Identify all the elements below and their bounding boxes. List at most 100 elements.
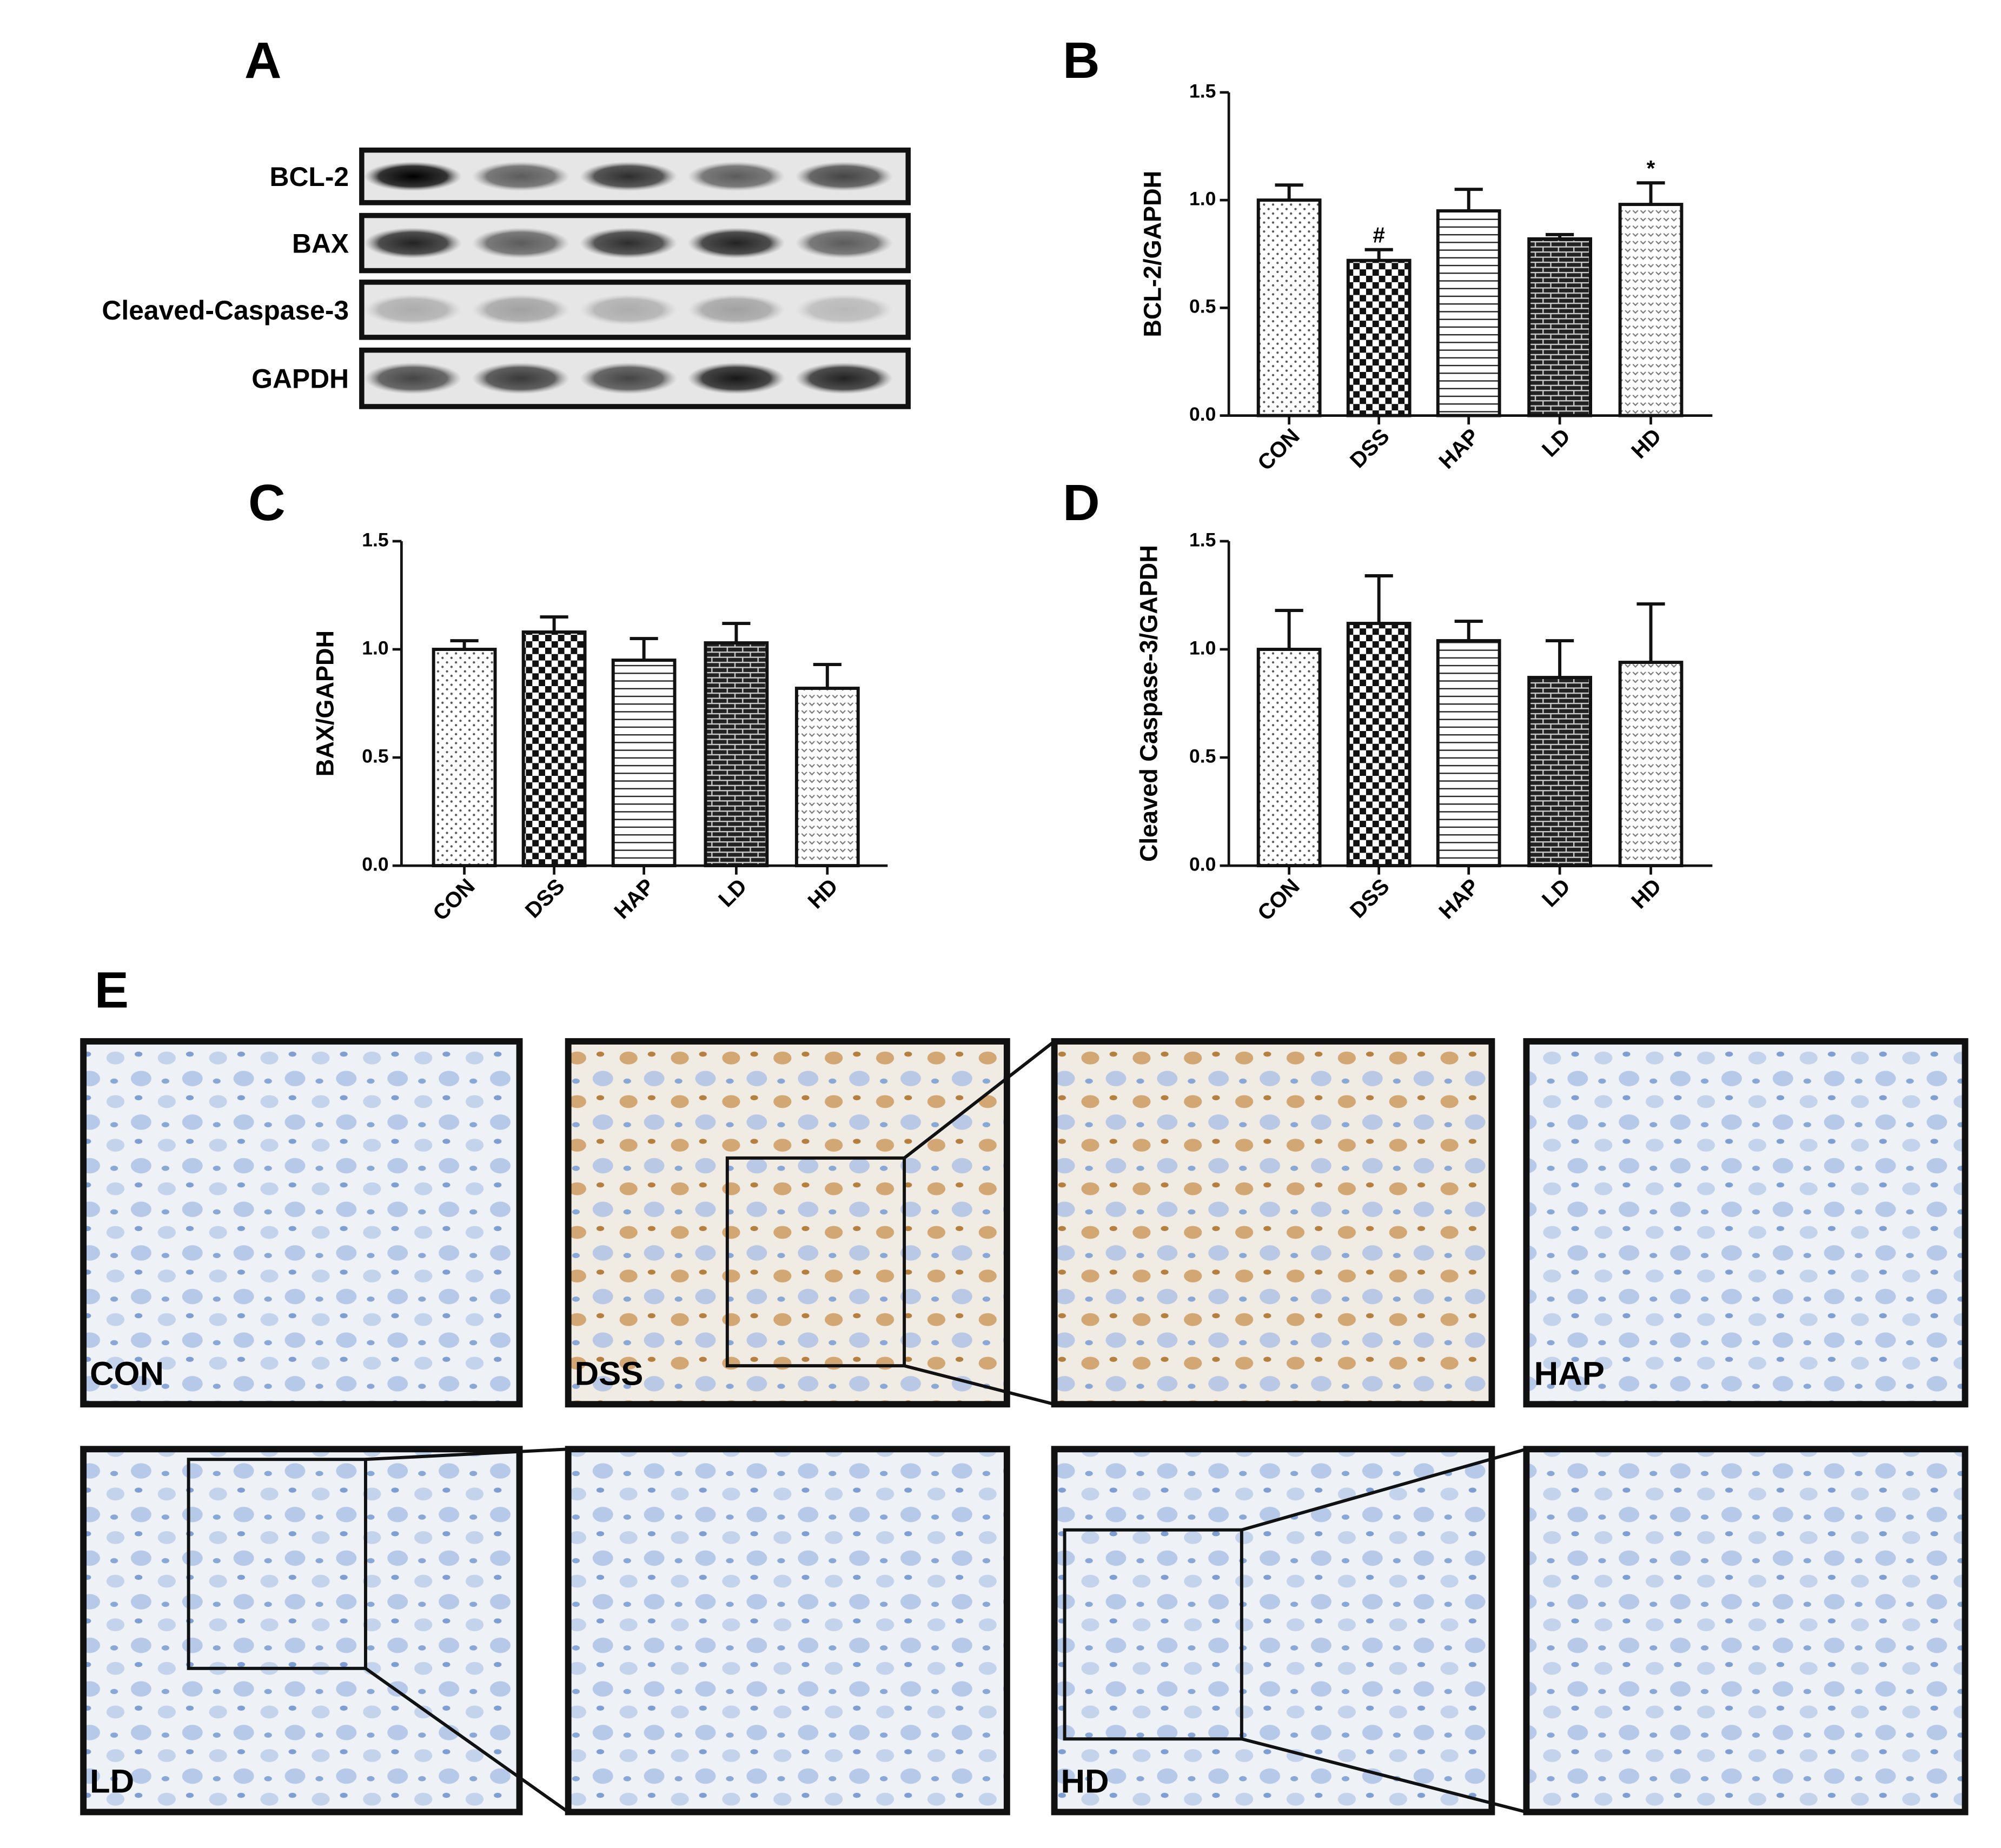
blot-band [687, 162, 785, 191]
x-tick-label: DSS [1345, 423, 1394, 473]
y-tick-label: 0.5 [1189, 745, 1216, 767]
blot-band [795, 228, 893, 259]
y-tick-label: 1.5 [1189, 80, 1216, 102]
blot-band [472, 362, 570, 395]
y-tick-label: 0.5 [1189, 296, 1216, 317]
y-axis-label: Cleaved Caspase-3/GAPDH [1135, 545, 1162, 862]
bar [521, 630, 587, 868]
y-axis-label: BAX/GAPDH [312, 630, 339, 776]
image-label: HD [1061, 1763, 1109, 1800]
bar [611, 659, 677, 868]
x-tick-label: HD [803, 874, 843, 914]
panel-letter: A [244, 32, 282, 89]
bar [1527, 676, 1592, 868]
y-tick-label: 0.0 [1189, 403, 1216, 425]
blot-band [795, 362, 893, 395]
x-tick-label: LD [713, 874, 752, 912]
y-tick-label: 0.0 [362, 853, 388, 875]
x-tick-label: HAP [1434, 874, 1484, 924]
image-label: DSS [575, 1355, 644, 1392]
western-blot: BCL-2 BAX Cleaved-Caspase-3 GAPDH [102, 147, 911, 409]
bar [1256, 648, 1322, 868]
y-tick-label: 0.5 [362, 745, 388, 767]
ihc-image [80, 1446, 523, 1816]
blot-band [687, 294, 785, 325]
x-tick-label: HAP [609, 874, 659, 924]
blot-band [687, 362, 785, 395]
x-tick-label: LD [1537, 874, 1575, 912]
bar [704, 641, 769, 868]
blot-band [687, 228, 785, 259]
bar [1256, 198, 1322, 417]
blot-band [364, 362, 462, 395]
blot-band [364, 162, 462, 191]
ihc-image [1051, 1446, 1495, 1816]
y-tick-label: 1.0 [1189, 637, 1216, 659]
x-tick-label: DSS [1345, 874, 1394, 923]
blot-band [364, 294, 462, 325]
zoom-line [904, 1364, 1055, 1406]
blot-band [364, 228, 462, 259]
blot-band [472, 228, 570, 259]
y-tick-label: 1.0 [362, 637, 388, 659]
blot-band [795, 294, 893, 325]
x-tick-label: CON [428, 874, 480, 926]
x-tick-label: LD [1537, 423, 1575, 462]
blot-label: Cleaved-Caspase-3 [102, 295, 349, 325]
blot-band [795, 162, 893, 191]
blot-band [580, 228, 678, 259]
image-label: LD [90, 1763, 134, 1800]
y-axis-label: BCL-2/GAPDH [1139, 171, 1167, 337]
bar [1436, 639, 1501, 868]
y-tick-label: 1.5 [1189, 529, 1216, 550]
panel-letter: D [1063, 474, 1100, 531]
bar [1527, 237, 1592, 417]
panel-letter: B [1063, 32, 1100, 89]
y-tick-label: 0.0 [1189, 853, 1216, 875]
ihc-images: CON DSS HAP LD HD [80, 1038, 1969, 1816]
significance-mark: # [1373, 223, 1384, 248]
x-tick-label: DSS [520, 874, 569, 923]
y-tick-label: 1.5 [362, 529, 388, 550]
x-tick-label: HD [1626, 423, 1666, 463]
blot-band [580, 294, 678, 325]
blot-label: GAPDH [251, 364, 349, 394]
bar [1346, 622, 1412, 868]
ihc-image [1523, 1446, 1969, 1816]
chart: B BCL-2/GAPDH 0.0 0.5 1.0 1.5 CON DSS HAP LD HD # * [1063, 32, 1713, 475]
image-label: CON [90, 1355, 164, 1392]
significance-mark: * [1647, 156, 1655, 181]
chart: C BAX/GAPDH 0.0 0.5 1.0 1.5 CON DSS HAP LD HD [248, 474, 888, 926]
zoom-line [1241, 1447, 1527, 1532]
zoom-line [365, 1667, 569, 1813]
bar [1618, 203, 1684, 417]
zoom-box [725, 1156, 906, 1368]
blot-label: BCL-2 [270, 162, 349, 192]
ihc-image [565, 1446, 1010, 1816]
x-tick-label: CON [1253, 874, 1304, 926]
blot-band [472, 162, 570, 191]
blot-label: BAX [292, 228, 349, 258]
ihc-image [1051, 1038, 1495, 1408]
bar [432, 648, 497, 868]
chart: D Cleaved Caspase-3/GAPDH 0.0 0.5 1.0 1.5 CON D… [1063, 474, 1713, 926]
x-tick-label: HAP [1434, 423, 1484, 474]
ihc-image [565, 1038, 1010, 1408]
bar [1618, 661, 1684, 868]
blot-band [580, 362, 678, 395]
y-tick-label: 1.0 [1189, 188, 1216, 210]
x-tick-label: CON [1253, 423, 1304, 475]
ihc-image [80, 1038, 523, 1408]
blot-band [472, 294, 570, 325]
x-tick-label: HD [1626, 874, 1666, 914]
zoom-line [903, 1040, 1056, 1160]
panel-letter: E [95, 961, 129, 1019]
image-label: HAP [1534, 1355, 1605, 1392]
bar [794, 687, 860, 868]
ihc-image [1523, 1038, 1969, 1408]
panel-letter: C [248, 474, 286, 531]
bar [1346, 258, 1412, 417]
bar [1436, 209, 1501, 417]
zoom-line [365, 1447, 568, 1461]
